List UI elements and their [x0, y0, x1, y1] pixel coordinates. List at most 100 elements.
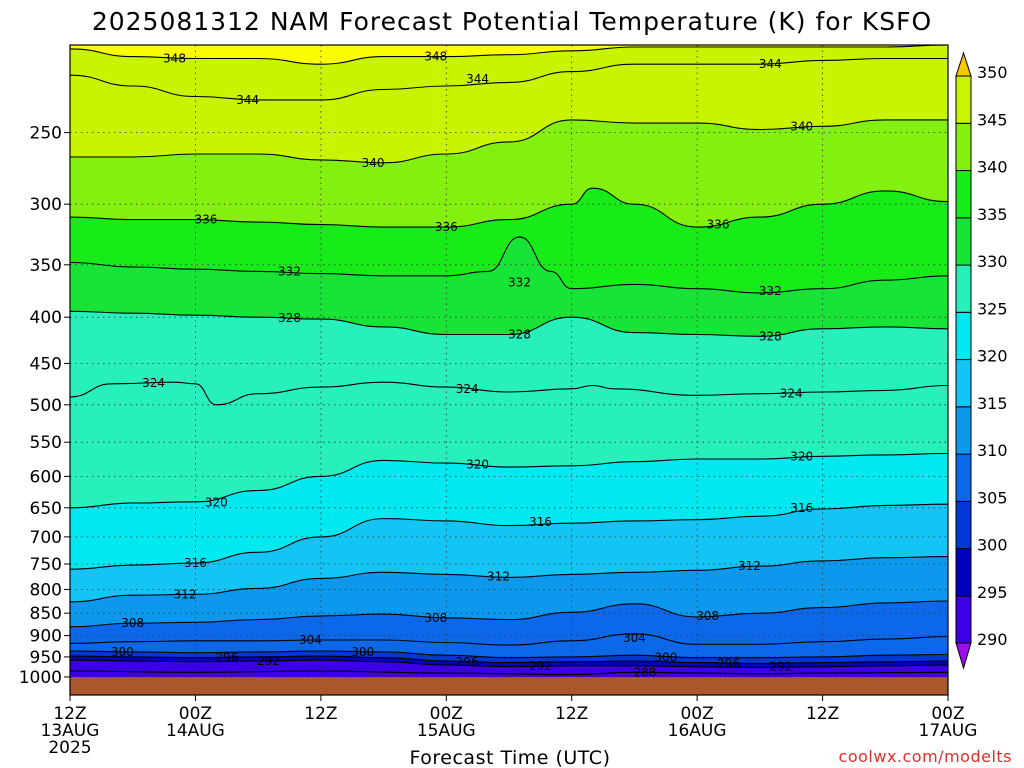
y-tick-label-850: 850	[30, 604, 62, 624]
contour-label-320-19: 320	[205, 495, 228, 509]
contour-label-316-23: 316	[529, 515, 552, 529]
contour-label-340-5: 340	[362, 156, 385, 170]
colorbar-box-320	[955, 311, 972, 361]
contour-label-348-1: 348	[424, 50, 447, 64]
contour-label-344-4: 344	[759, 57, 782, 71]
colorbar-label-295: 295	[977, 583, 1008, 602]
contour-line-304	[70, 633, 948, 646]
colorbar-box-325	[955, 264, 972, 313]
colorbar-label-290: 290	[977, 630, 1008, 649]
x-tick-label-60-1: 00Z	[680, 704, 713, 724]
contour-line-332	[70, 236, 948, 294]
y-tick-label-350: 350	[30, 256, 62, 276]
y-tick-label-450: 450	[30, 354, 62, 374]
y-tick-label-500: 500	[30, 396, 62, 416]
x-tick-label-12-2: 14AUG	[166, 721, 225, 741]
contour-label-332-10: 332	[278, 264, 301, 278]
x-tick-label-0-2: 13AUG	[41, 721, 100, 741]
colorbar-label-325: 325	[977, 299, 1008, 318]
y-tick-label-900: 900	[30, 627, 62, 647]
contour-label-296-38: 296	[717, 656, 740, 670]
colorbar-label-330: 330	[977, 252, 1008, 271]
contour-label-324-18: 324	[780, 387, 803, 401]
colorbar-label-320: 320	[977, 347, 1008, 366]
grid-lines	[70, 45, 948, 678]
x-tick-label-84-1: 00Z	[931, 704, 964, 724]
contour-label-336-7: 336	[194, 213, 217, 227]
colorbar-bottom-triangle	[955, 642, 972, 670]
credit-text: coolwx.com/modelts	[839, 747, 1012, 766]
contour-label-308-30: 308	[696, 609, 719, 623]
contour-label-308-28: 308	[121, 616, 144, 630]
contour-label-332-12: 332	[759, 284, 782, 298]
contour-label-292-40: 292	[529, 659, 552, 673]
contour-label-308-29: 308	[424, 611, 447, 625]
contour-label-304-32: 304	[623, 631, 646, 645]
contour-label-328-13: 328	[278, 311, 301, 325]
colorbar-box-335	[955, 170, 972, 219]
contour-label-300-33: 300	[111, 645, 134, 659]
contour-line-312	[70, 556, 948, 603]
x-tick-label-12-1: 00Z	[179, 704, 212, 724]
colorbar: 290 295 300 305 310 315 320 325 330 335 340 345 350	[955, 51, 1008, 670]
contour-label-312-25: 312	[174, 587, 197, 601]
contour-line-308	[70, 600, 948, 628]
contour-label-320-20: 320	[466, 457, 489, 471]
x-tick-label-60-2: 16AUG	[668, 721, 727, 741]
y-tick-label-950: 950	[30, 648, 62, 668]
contour-line-324	[70, 381, 948, 406]
contour-label-324-17: 324	[456, 382, 479, 396]
contour-label-324-16: 324	[142, 376, 165, 390]
y-tick-label-300: 300	[30, 195, 62, 215]
contour-label-300-34: 300	[351, 645, 374, 659]
contour-label-328-15: 328	[759, 329, 782, 343]
y-tick-label-800: 800	[30, 580, 62, 600]
colorbar-box-300	[955, 500, 972, 550]
contour-line-292	[70, 659, 948, 669]
x-tick-label-72-1: 12Z	[806, 704, 839, 724]
contour-label-340-6: 340	[790, 119, 813, 133]
colorbar-label-350: 350	[977, 63, 1008, 82]
contour-line-316	[70, 503, 948, 570]
contour-label-316-24: 316	[790, 501, 813, 515]
y-tick-label-650: 650	[30, 499, 62, 519]
ground-surface	[70, 677, 948, 695]
contour-label-344-3: 344	[466, 72, 489, 86]
contour-label-312-27: 312	[738, 559, 761, 573]
contour-line-348	[70, 45, 948, 65]
x-tick-label-84-2: 17AUG	[919, 721, 978, 741]
contour-line-300	[70, 650, 948, 659]
colorbar-label-300: 300	[977, 536, 1008, 555]
colorbar-box-345	[955, 75, 972, 124]
color-fill-bands	[70, 45, 948, 677]
x-tick-label-24-1: 12Z	[304, 704, 337, 724]
y-tick-label-600: 600	[30, 467, 62, 487]
colorbar-box-315	[955, 359, 972, 408]
contour-label-304-31: 304	[299, 633, 322, 647]
contour-label-292-39: 292	[257, 654, 280, 668]
contour-label-328-14: 328	[508, 328, 531, 342]
x-tick-label-36-2: 15AUG	[417, 721, 476, 741]
colorbar-label-310: 310	[977, 441, 1008, 460]
y-tick-label-750: 750	[30, 555, 62, 575]
x-axis-label: Forecast Time (UTC)	[410, 747, 611, 768]
chart-title: 2025081312 NAM Forecast Potential Temper…	[92, 7, 932, 36]
y-axis: 250 300 350 400 450 500 550 600 650 700 750 800 850 9…	[19, 124, 70, 688]
contour-lines	[70, 45, 948, 676]
contour-labels: 348 348 344 344 344 340 340 336 336 336 332 332 332 3…	[111, 50, 813, 680]
x-tick-label-0-3: 2025	[48, 738, 91, 758]
contour-label-336-9: 336	[707, 218, 730, 232]
colorbar-label-340: 340	[977, 158, 1008, 177]
contour-label-320-21: 320	[790, 449, 813, 463]
y-tick-label-1000: 1000	[19, 668, 62, 688]
x-tick-label-36-1: 00Z	[430, 704, 463, 724]
contour-label-316-22: 316	[184, 556, 207, 570]
contour-line-296	[70, 655, 948, 664]
contour-label-288-42: 288	[633, 665, 656, 679]
colorbar-label-315: 315	[977, 394, 1008, 413]
colorbar-box-305	[955, 453, 972, 502]
colorbar-box-290	[955, 595, 972, 644]
contour-line-320	[70, 452, 948, 509]
